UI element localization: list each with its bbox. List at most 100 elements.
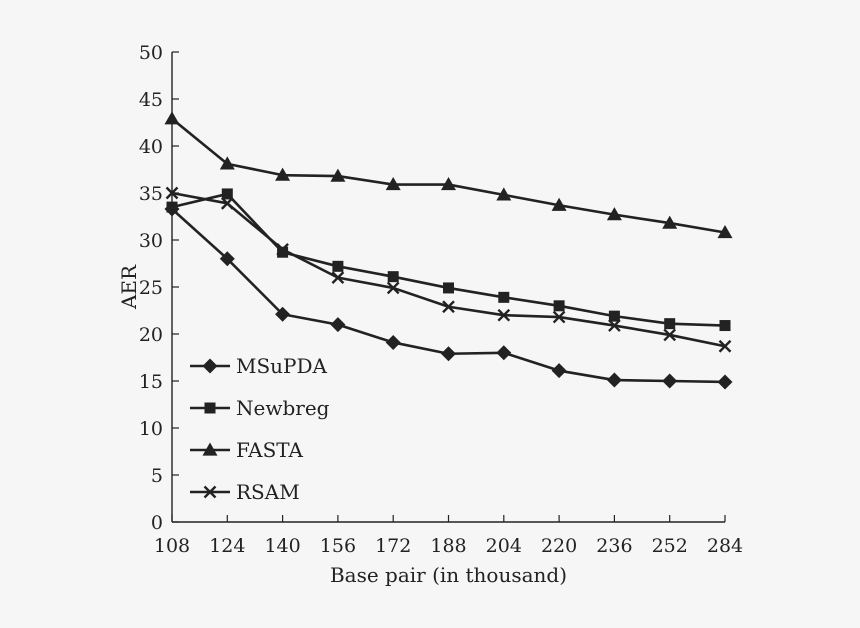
legend: MSuPDA Newbreg FASTA RSAM	[190, 354, 330, 504]
cross-stroke	[331, 271, 345, 284]
x-tick-label: 220	[541, 535, 577, 557]
cross-stroke	[718, 339, 732, 353]
y-tick-label: 5	[151, 465, 163, 487]
legend-item-msupda: MSuPDA	[190, 354, 328, 378]
data-point-fasta	[330, 168, 346, 182]
y-tick-label: 20	[139, 324, 163, 346]
x-tick-label: 252	[652, 535, 688, 557]
axes: 0 5 10 15 20 25 30 35 40 45 50 108 124 140 156 172 188 20…	[139, 42, 743, 557]
y-tick-label: 15	[139, 371, 163, 393]
data-point-fasta	[441, 177, 456, 191]
cross-stroke	[165, 186, 179, 200]
x-tick-label: 284	[707, 535, 743, 557]
y-tick-label: 0	[151, 512, 163, 534]
data-point-fasta	[662, 215, 678, 229]
x-tick-label: 156	[320, 535, 356, 557]
data-point-newbreg	[553, 300, 565, 312]
x-tick-label: 124	[209, 535, 245, 557]
legend-marker-newbreg	[204, 402, 216, 414]
y-tick-label: 10	[139, 418, 163, 440]
data-point-newbreg	[664, 318, 676, 330]
data-point-newbreg	[277, 246, 289, 258]
legend-marker-fasta	[202, 442, 218, 456]
x-tick-label: 236	[596, 535, 632, 557]
y-tick-label: 50	[139, 42, 163, 64]
x-tick-label: 108	[154, 535, 190, 557]
data-point-rsam	[276, 243, 289, 256]
x-tick-label: 204	[486, 535, 522, 557]
series-msupda	[164, 201, 733, 390]
data-point-fasta	[496, 187, 512, 201]
data-point-newbreg	[332, 260, 344, 272]
cross-stroke	[220, 196, 234, 210]
legend-label: FASTA	[236, 438, 304, 462]
cross-stroke	[203, 485, 217, 499]
data-point-msupda	[441, 346, 456, 362]
data-point-fasta	[606, 207, 622, 221]
legend-item-fasta: FASTA	[190, 438, 304, 462]
data-point-rsam	[608, 319, 621, 332]
x-tick-label: 172	[375, 535, 411, 557]
y-tick-label: 40	[139, 136, 163, 158]
data-point-newbreg	[719, 320, 731, 332]
cross-stroke	[552, 310, 566, 324]
x-tick-label: 140	[264, 535, 300, 557]
data-point-msupda	[330, 317, 346, 333]
legend-item-rsam: RSAM	[190, 480, 300, 504]
data-point-msupda	[606, 372, 622, 388]
data-point-rsam	[386, 281, 400, 295]
x-axis-label: Base pair (in thousand)	[330, 563, 567, 587]
data-point-rsam	[220, 196, 234, 210]
data-point-rsam	[552, 310, 566, 324]
series-newbreg	[166, 188, 731, 332]
data-point-newbreg	[443, 282, 454, 294]
cross-stroke	[497, 308, 511, 322]
data-point-msupda	[275, 306, 291, 322]
data-point-rsam	[497, 308, 511, 322]
data-point-msupda	[662, 373, 678, 389]
data-point-newbreg	[498, 291, 510, 303]
data-point-newbreg	[608, 310, 620, 322]
legend-label: Newbreg	[236, 396, 330, 420]
y-axis-label: AER	[117, 264, 141, 310]
data-point-fasta	[385, 177, 401, 191]
cross-stroke	[386, 281, 400, 295]
data-point-fasta	[275, 167, 291, 181]
data-point-fasta	[219, 156, 235, 170]
data-point-msupda	[551, 363, 567, 379]
data-point-rsam	[331, 271, 345, 284]
x-tick-label: 188	[430, 535, 466, 557]
series-layer	[164, 111, 733, 390]
legend-label: MSuPDA	[236, 354, 328, 378]
series-line-fasta	[171, 117, 726, 234]
cross-stroke	[663, 328, 677, 342]
series-line-rsam	[171, 191, 726, 348]
data-point-newbreg	[221, 188, 233, 200]
y-tick-label: 25	[139, 277, 163, 299]
legend-marker-rsam	[203, 485, 217, 499]
legend-label: RSAM	[236, 480, 300, 504]
data-point-fasta	[164, 111, 180, 125]
cross-stroke	[608, 319, 621, 332]
data-point-msupda	[385, 334, 401, 350]
y-tick-label: 45	[139, 89, 163, 111]
cross-stroke	[276, 243, 289, 256]
cross-stroke	[442, 300, 455, 314]
data-point-rsam	[165, 186, 179, 200]
data-point-msupda	[219, 251, 235, 267]
series-fasta	[164, 111, 733, 239]
data-point-fasta	[551, 197, 567, 211]
data-point-newbreg	[387, 271, 399, 283]
data-point-newbreg	[166, 201, 178, 213]
y-tick-label: 35	[139, 183, 163, 205]
y-tick-label: 30	[139, 230, 163, 252]
data-point-msupda	[717, 374, 733, 390]
data-point-rsam	[663, 328, 677, 342]
legend-item-newbreg: Newbreg	[190, 396, 330, 420]
series-rsam	[165, 186, 732, 353]
data-point-rsam	[442, 300, 455, 314]
data-point-fasta	[717, 224, 733, 239]
data-point-rsam	[718, 339, 732, 353]
